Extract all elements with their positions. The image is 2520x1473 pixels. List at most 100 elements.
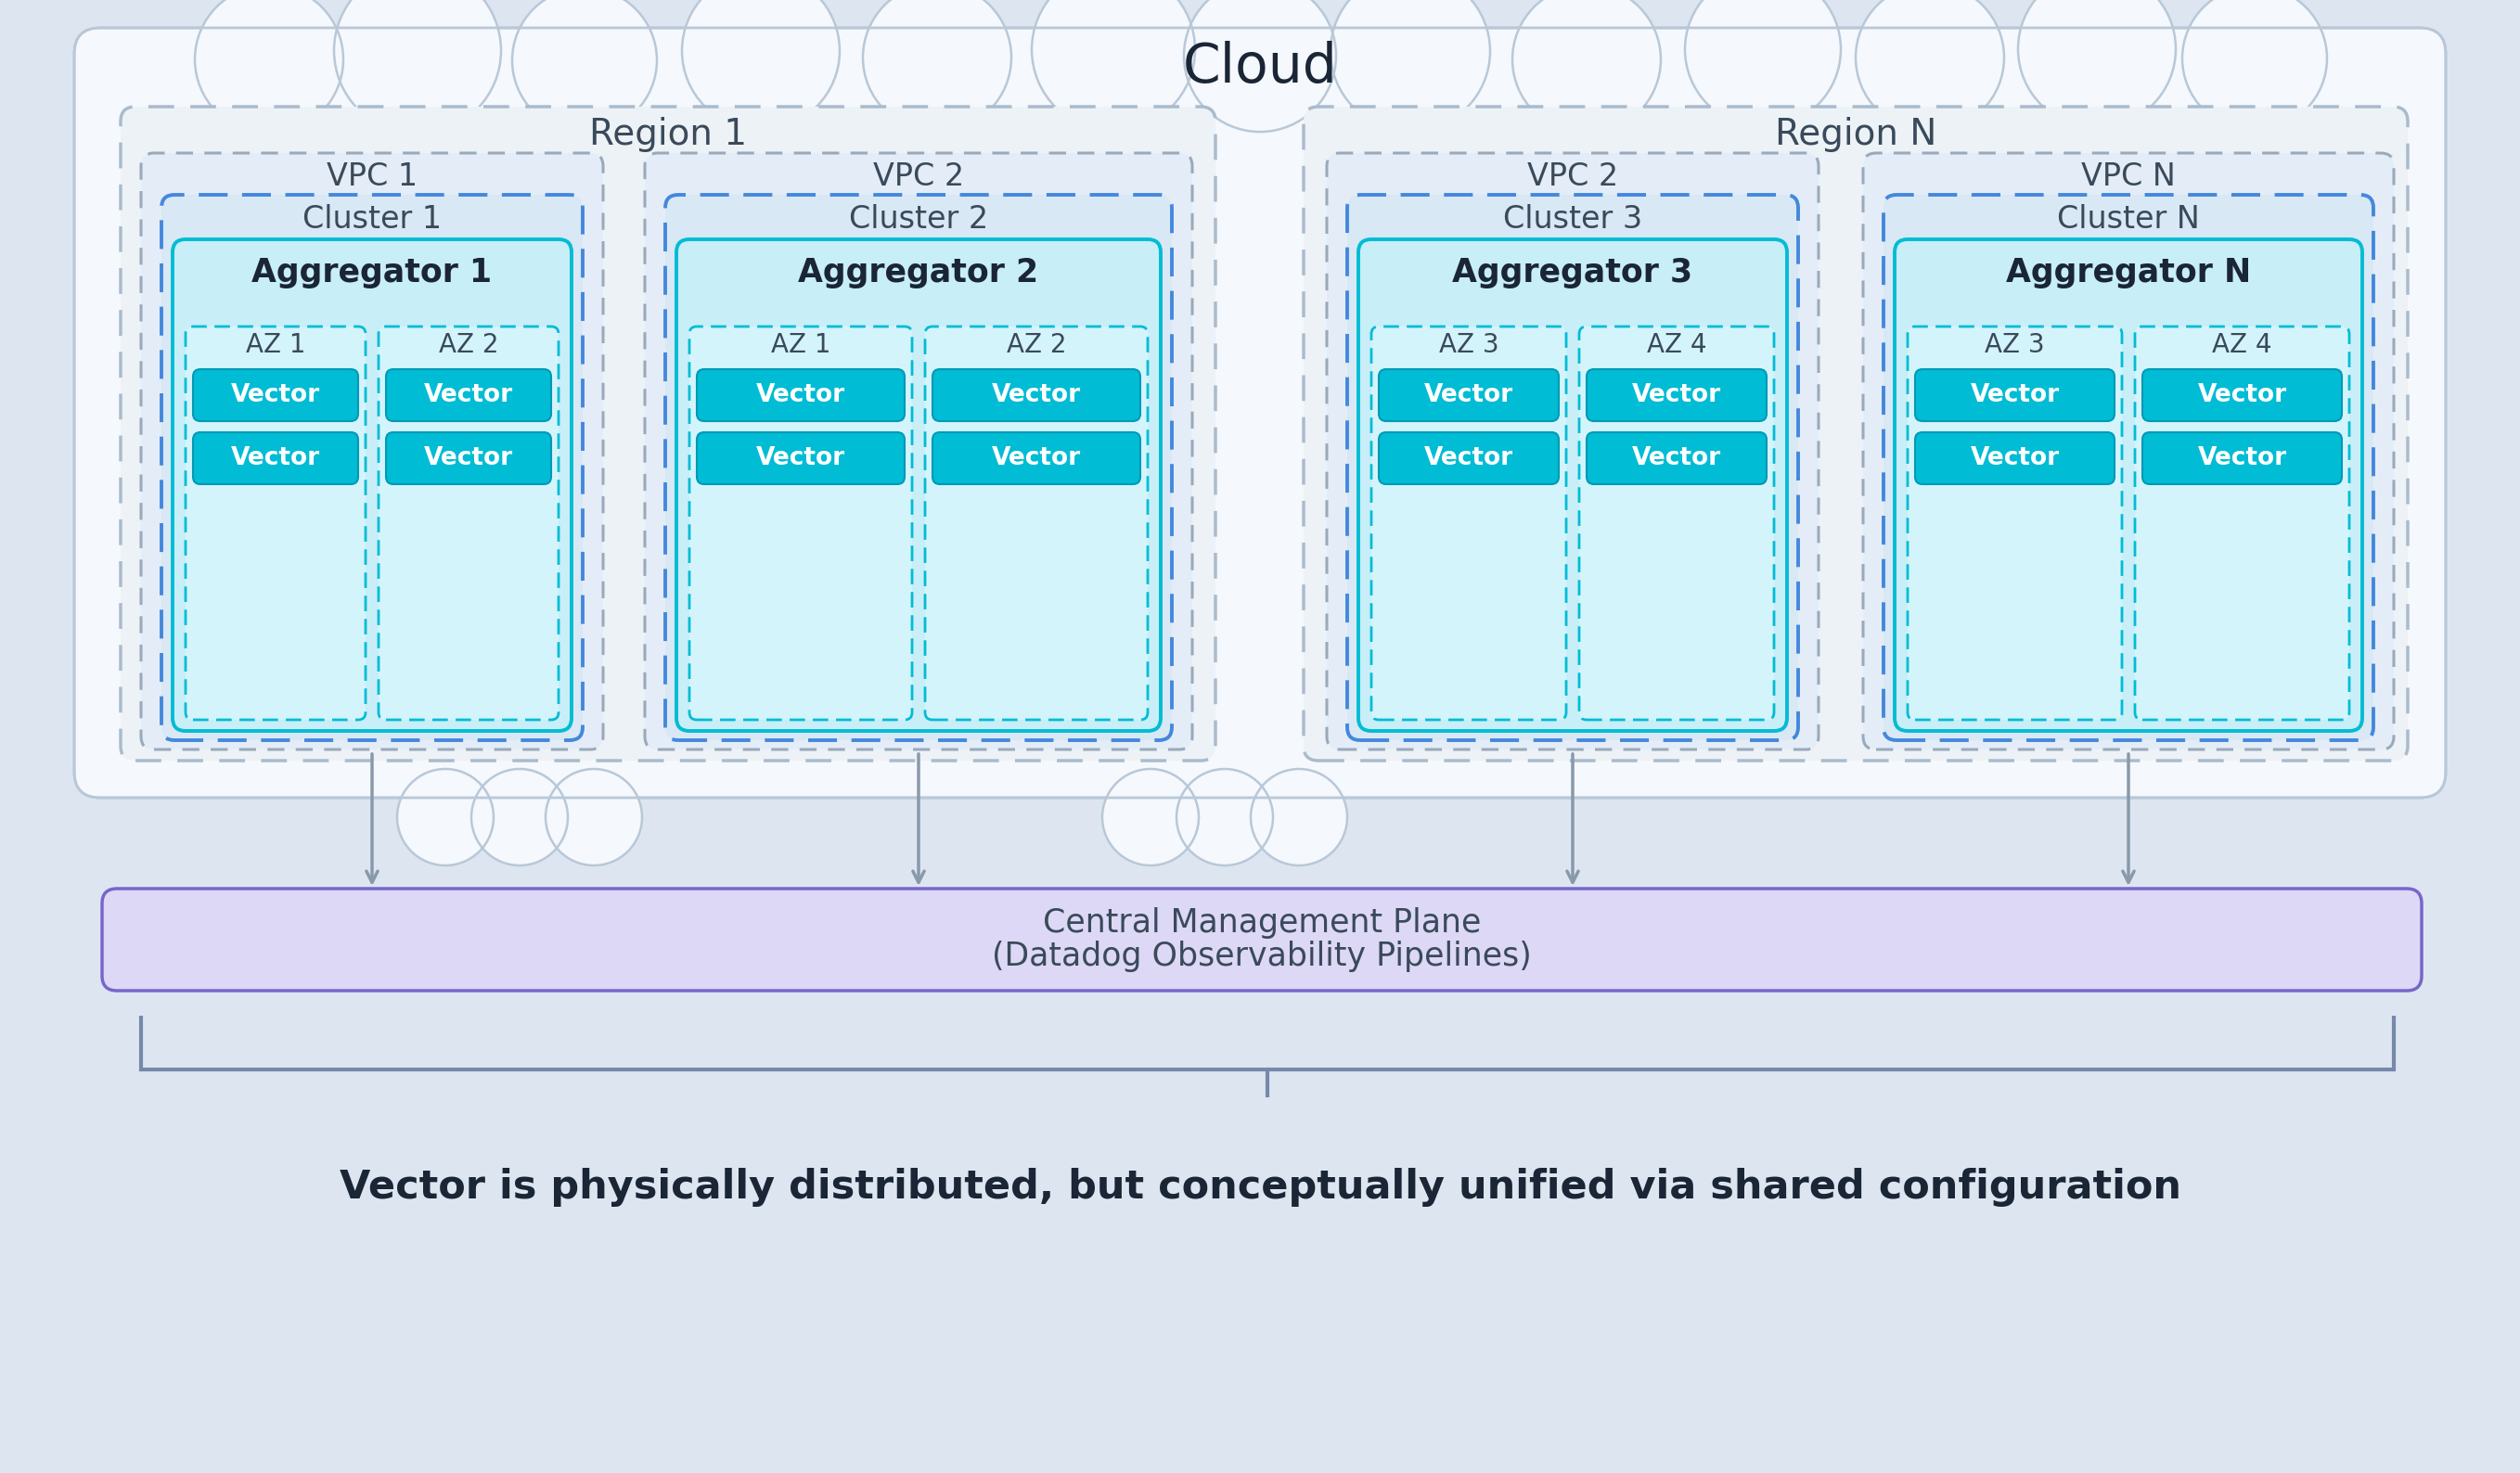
FancyBboxPatch shape (141, 153, 602, 750)
Circle shape (1686, 0, 1840, 127)
FancyBboxPatch shape (1915, 432, 2114, 485)
Circle shape (544, 769, 643, 866)
Text: Aggregator 3: Aggregator 3 (1452, 256, 1693, 289)
Text: Vector: Vector (756, 446, 844, 470)
Text: Cluster 3: Cluster 3 (1502, 203, 1643, 234)
FancyBboxPatch shape (186, 327, 365, 720)
FancyBboxPatch shape (1588, 370, 1767, 421)
Text: Vector: Vector (2197, 446, 2286, 470)
Text: VPC 2: VPC 2 (1527, 162, 1618, 193)
FancyBboxPatch shape (386, 432, 552, 485)
Text: Vector: Vector (423, 383, 514, 407)
FancyBboxPatch shape (194, 432, 358, 485)
FancyBboxPatch shape (1328, 153, 1819, 750)
FancyBboxPatch shape (698, 432, 905, 485)
FancyBboxPatch shape (1378, 370, 1560, 421)
Text: Vector: Vector (1424, 383, 1515, 407)
FancyBboxPatch shape (1915, 370, 2114, 421)
Circle shape (1512, 0, 1661, 134)
Circle shape (683, 0, 839, 130)
FancyBboxPatch shape (925, 327, 1147, 720)
FancyBboxPatch shape (675, 239, 1162, 731)
Text: Cloud: Cloud (1182, 40, 1338, 93)
Text: Vector: Vector (1633, 383, 1721, 407)
Text: Vector: Vector (232, 383, 320, 407)
FancyBboxPatch shape (2142, 432, 2341, 485)
Text: Vector: Vector (1971, 383, 2059, 407)
Circle shape (1031, 0, 1194, 131)
Circle shape (1184, 0, 1336, 131)
Text: Vector: Vector (993, 383, 1081, 407)
FancyBboxPatch shape (1895, 239, 2361, 731)
Text: AZ 3: AZ 3 (1439, 331, 1499, 358)
Text: Central Management Plane: Central Management Plane (1043, 907, 1482, 938)
FancyBboxPatch shape (1348, 194, 1799, 741)
FancyBboxPatch shape (690, 327, 912, 720)
Text: AZ 2: AZ 2 (438, 331, 499, 358)
FancyBboxPatch shape (1588, 432, 1767, 485)
FancyBboxPatch shape (1358, 239, 1787, 731)
FancyBboxPatch shape (194, 370, 358, 421)
Circle shape (1250, 769, 1348, 866)
Circle shape (398, 769, 494, 866)
Circle shape (335, 0, 501, 134)
FancyBboxPatch shape (121, 106, 1215, 760)
Circle shape (1177, 769, 1273, 866)
FancyBboxPatch shape (73, 28, 2447, 798)
Text: AZ 1: AZ 1 (771, 331, 832, 358)
FancyBboxPatch shape (1580, 327, 1774, 720)
Text: Aggregator 1: Aggregator 1 (252, 256, 491, 289)
FancyBboxPatch shape (171, 239, 572, 731)
Text: VPC 2: VPC 2 (872, 162, 965, 193)
Text: Vector: Vector (1633, 446, 1721, 470)
Text: Vector: Vector (423, 446, 514, 470)
Text: Vector: Vector (1971, 446, 2059, 470)
Circle shape (1101, 769, 1200, 866)
Circle shape (471, 769, 567, 866)
FancyBboxPatch shape (1303, 106, 2407, 760)
Text: (Datadog Observability Pipelines): (Datadog Observability Pipelines) (993, 941, 1532, 972)
Text: Region N: Region N (1774, 116, 1935, 152)
Circle shape (2182, 0, 2326, 131)
FancyBboxPatch shape (161, 194, 582, 741)
FancyBboxPatch shape (2134, 327, 2349, 720)
FancyBboxPatch shape (932, 370, 1142, 421)
FancyBboxPatch shape (1862, 153, 2394, 750)
Text: AZ 1: AZ 1 (244, 331, 305, 358)
FancyBboxPatch shape (698, 370, 905, 421)
FancyBboxPatch shape (1882, 194, 2374, 741)
Text: VPC N: VPC N (2082, 162, 2175, 193)
Circle shape (1331, 0, 1489, 131)
Text: Vector: Vector (756, 383, 844, 407)
FancyBboxPatch shape (2142, 370, 2341, 421)
FancyBboxPatch shape (1908, 327, 2122, 720)
Text: Vector: Vector (2197, 383, 2286, 407)
Text: VPC 1: VPC 1 (328, 162, 418, 193)
Text: AZ 4: AZ 4 (2213, 331, 2273, 358)
Text: Aggregator 2: Aggregator 2 (799, 256, 1038, 289)
Text: Vector: Vector (993, 446, 1081, 470)
Circle shape (2019, 0, 2175, 128)
Text: Vector: Vector (1424, 446, 1515, 470)
Text: Cluster 2: Cluster 2 (849, 203, 988, 234)
FancyBboxPatch shape (386, 370, 552, 421)
Circle shape (862, 0, 1011, 131)
Text: AZ 3: AZ 3 (1986, 331, 2044, 358)
Text: AZ 4: AZ 4 (1646, 331, 1706, 358)
Text: Vector: Vector (232, 446, 320, 470)
Circle shape (194, 0, 343, 134)
Text: Region 1: Region 1 (590, 116, 746, 152)
Circle shape (512, 0, 658, 133)
FancyBboxPatch shape (665, 194, 1172, 741)
Text: Vector is physically distributed, but conceptually unified via shared configurat: Vector is physically distributed, but co… (340, 1168, 2180, 1206)
FancyBboxPatch shape (932, 432, 1142, 485)
Text: AZ 2: AZ 2 (1005, 331, 1066, 358)
FancyBboxPatch shape (103, 888, 2422, 991)
FancyBboxPatch shape (378, 327, 559, 720)
Text: Aggregator N: Aggregator N (2006, 256, 2250, 289)
FancyBboxPatch shape (1378, 432, 1560, 485)
Circle shape (1855, 0, 2003, 131)
Text: Cluster 1: Cluster 1 (302, 203, 441, 234)
Text: Cluster N: Cluster N (2056, 203, 2200, 234)
FancyBboxPatch shape (645, 153, 1192, 750)
